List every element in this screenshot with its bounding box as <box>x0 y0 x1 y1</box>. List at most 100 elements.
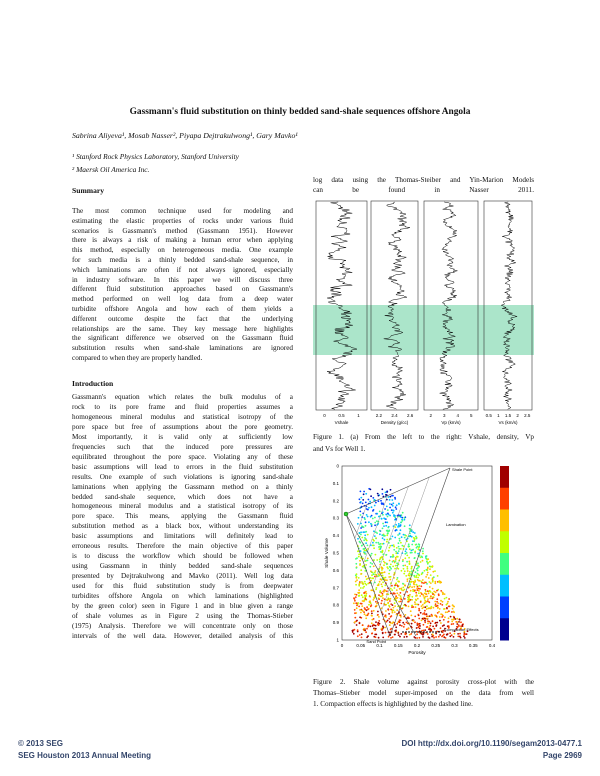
scatter-point <box>353 598 356 600</box>
scatter-point <box>359 510 362 513</box>
scatter-point <box>391 544 393 547</box>
scatter-point <box>375 621 377 623</box>
scatter-point <box>400 600 402 603</box>
text-line: the significant difference we observed o… <box>72 334 293 343</box>
scatter-point <box>363 611 365 613</box>
scatter-point <box>381 493 384 495</box>
scatter-point <box>449 632 451 635</box>
scatter-point <box>374 553 377 556</box>
annotation: Shale Point <box>452 467 473 472</box>
scatter-point <box>357 550 359 553</box>
scatter-point <box>365 492 368 495</box>
scatter-point <box>429 622 432 625</box>
scatter-point <box>414 615 417 618</box>
text-line: turbidite offshore Angola and how each o… <box>72 305 293 313</box>
scatter-point <box>430 607 432 610</box>
scatter-point <box>403 623 406 626</box>
scatter-point <box>362 493 365 496</box>
text-line: intervals of the well data. However, det… <box>72 631 293 640</box>
scatter-point <box>361 502 364 505</box>
log-panel <box>423 200 479 411</box>
text-line: used for this fluid substitution study i… <box>72 582 293 591</box>
scatter-point <box>398 533 401 535</box>
scatter-point <box>364 553 367 555</box>
scatter-point <box>364 575 367 578</box>
scatter-point <box>361 596 364 599</box>
scatter-point <box>428 586 431 588</box>
scatter-point <box>358 532 361 534</box>
scatter-point <box>401 607 403 610</box>
scatter-point <box>365 617 368 620</box>
scatter-point <box>404 584 406 587</box>
text-line: homogeneous mineral modulus and statisti… <box>72 412 293 421</box>
scatter-point <box>430 613 433 616</box>
scatter-point <box>466 630 469 633</box>
scatter-point <box>417 552 419 555</box>
scatter-point <box>371 614 373 617</box>
scatter-point <box>388 572 390 575</box>
scatter-point <box>397 545 400 548</box>
scatter-point <box>418 607 420 610</box>
scatter-point <box>378 558 381 561</box>
scatter-point <box>381 631 384 634</box>
scatter-point <box>353 628 356 631</box>
scatter-point <box>381 592 384 595</box>
scatter-point <box>447 600 449 603</box>
scatter-point <box>418 627 421 630</box>
scatter-point <box>443 633 445 636</box>
scatter-point <box>402 533 405 536</box>
text-line: different outcome despite the fact that … <box>72 314 293 323</box>
text-line: rock to its pore frame and fluid propert… <box>72 402 293 411</box>
colorbar <box>500 487 509 510</box>
tick-label: 0.4 <box>333 533 340 538</box>
scatter-point <box>356 619 358 622</box>
scatter-point <box>365 542 367 545</box>
scatter-point <box>381 629 383 631</box>
axis-label: Vp (km/s) <box>441 420 461 425</box>
scatter-point <box>388 529 391 532</box>
scatter-point <box>416 624 419 626</box>
scatter-point <box>413 538 416 541</box>
scatter-point <box>422 623 425 626</box>
scatter-point <box>360 531 362 534</box>
scatter-point <box>388 499 391 501</box>
scatter-point <box>400 616 402 618</box>
tick-label: 5 <box>470 413 473 418</box>
scatter-point <box>461 625 464 627</box>
affiliation: ¹ Stanford Rock Physics Laboratory, Stan… <box>72 152 239 161</box>
scatter-point <box>422 613 424 615</box>
scatter-point <box>425 608 428 610</box>
scatter-point <box>424 589 427 591</box>
scatter-point <box>395 550 397 553</box>
text-line: different fluid substitution approaches … <box>72 285 293 294</box>
scatter-point <box>415 535 417 538</box>
log-panel <box>370 200 419 411</box>
scatter-point <box>395 597 398 600</box>
scatter-point <box>388 559 391 562</box>
scatter-point <box>414 603 417 606</box>
scatter-point <box>408 556 410 559</box>
scatter-point <box>387 608 390 611</box>
scatter-point <box>403 525 406 528</box>
log-curve <box>439 201 458 410</box>
scatter-point <box>394 516 397 519</box>
scatter-point <box>426 633 429 635</box>
scatter-point <box>365 514 368 516</box>
scatter-point <box>368 601 371 603</box>
scatter-point <box>389 578 392 581</box>
scatter-point <box>398 620 400 623</box>
scatter-point <box>435 605 437 608</box>
scatter-point <box>395 552 398 555</box>
scatter-point <box>435 632 437 635</box>
scatter-point <box>435 615 438 617</box>
scatter-point <box>384 626 386 629</box>
scatter-point <box>373 547 375 550</box>
scatter-point <box>389 488 392 491</box>
scatter-point <box>368 506 370 509</box>
tick-label: 0.6 <box>333 568 340 573</box>
scatter-point <box>416 579 419 581</box>
scatter-point <box>372 510 374 512</box>
scatter-point <box>448 598 450 600</box>
scatter-point <box>444 630 446 632</box>
scatter-point <box>394 556 397 559</box>
